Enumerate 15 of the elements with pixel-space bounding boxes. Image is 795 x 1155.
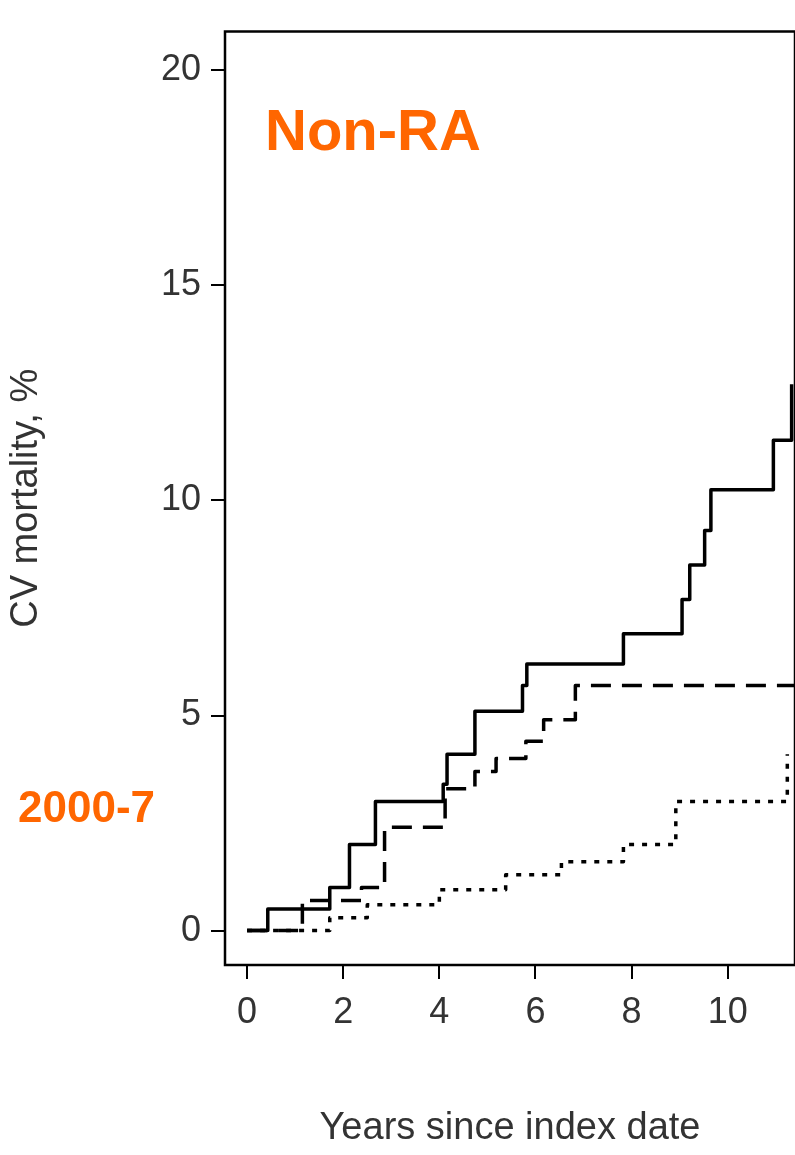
- text: Non-RA: [265, 96, 481, 162]
- y-tick-label: 15: [160, 262, 201, 304]
- x-tick-label: 2: [333, 989, 354, 1031]
- x-tick-label: 10: [707, 989, 748, 1031]
- x-tick-label: 4: [429, 989, 450, 1031]
- x-axis-title: Years since index date: [319, 1104, 701, 1147]
- y-tick-label: 0: [180, 907, 201, 949]
- x-tick-label: 6: [525, 989, 546, 1031]
- text: 2000-7: [18, 781, 156, 831]
- y-tick-label: 5: [180, 692, 201, 734]
- x-tick-label: 0: [237, 989, 258, 1031]
- x-tick-label: 8: [621, 989, 642, 1031]
- y-axis-title: CV mortality, %: [3, 368, 46, 628]
- y-tick-label: 20: [160, 47, 201, 89]
- y-tick-label: 10: [160, 477, 201, 519]
